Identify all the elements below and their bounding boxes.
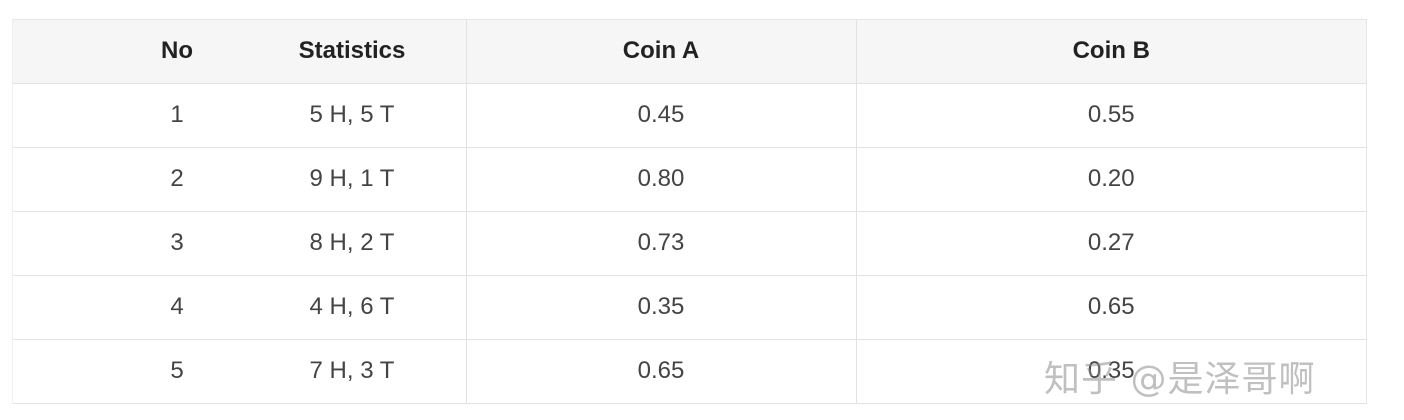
cell-statistics: 8 H, 2 T bbox=[309, 229, 395, 256]
header-coin-b: Coin B bbox=[855, 20, 1366, 84]
cell-no: 5 bbox=[170, 357, 184, 384]
cell-coin-a: 0.73 bbox=[465, 211, 856, 275]
cell-coin-a: 0.65 bbox=[465, 339, 856, 403]
cell-coin-b: 0.55 bbox=[855, 83, 1366, 147]
watermark-text: 知乎 @是泽哥啊 bbox=[1044, 359, 1316, 400]
cell-coin-b: 0.27 bbox=[855, 211, 1366, 275]
row-first-group: 3 8 H, 2 T bbox=[13, 211, 466, 275]
cell-statistics: 4 H, 6 T bbox=[309, 293, 395, 320]
cell-no: 2 bbox=[170, 165, 184, 192]
row-first-group: 5 7 H, 3 T bbox=[13, 339, 466, 403]
cell-statistics: 7 H, 3 T bbox=[309, 357, 395, 384]
header-no: No bbox=[161, 37, 193, 65]
cell-coin-b: 0.65 bbox=[855, 275, 1366, 339]
cell-no: 1 bbox=[170, 101, 184, 128]
cell-no: 3 bbox=[170, 229, 184, 256]
cell-coin-b: 0.35 bbox=[855, 339, 1366, 403]
table-row: 4 4 H, 6 T 0.35 0.65 bbox=[13, 275, 1366, 339]
table-row: 1 5 H, 5 T 0.45 0.55 bbox=[13, 83, 1366, 147]
coin-statistics-table: No Statistics Coin A Coin B 1 5 H, 5 T 0… bbox=[13, 20, 1366, 404]
table-row: 3 8 H, 2 T 0.73 0.27 bbox=[13, 211, 1366, 275]
row-first-group: 4 4 H, 6 T bbox=[13, 275, 466, 339]
row-first-group: 1 5 H, 5 T bbox=[13, 83, 466, 147]
cell-coin-a: 0.80 bbox=[465, 147, 856, 211]
cell-statistics: 9 H, 1 T bbox=[309, 165, 395, 192]
cell-coin-a: 0.35 bbox=[465, 275, 856, 339]
header-coin-a: Coin A bbox=[465, 20, 856, 84]
table-header-row: No Statistics Coin A Coin B bbox=[13, 20, 1366, 84]
header-first-group: No Statistics bbox=[13, 20, 466, 84]
header-statistics: Statistics bbox=[298, 37, 406, 65]
cell-no: 4 bbox=[170, 293, 184, 320]
table-row: 2 9 H, 1 T 0.80 0.20 bbox=[13, 147, 1366, 211]
row-first-group: 2 9 H, 1 T bbox=[13, 147, 466, 211]
cell-statistics: 5 H, 5 T bbox=[309, 101, 395, 128]
data-table-container: No Statistics Coin A Coin B 1 5 H, 5 T 0… bbox=[12, 19, 1367, 404]
cell-coin-b: 0.20 bbox=[855, 147, 1366, 211]
table-row: 5 7 H, 3 T 0.65 0.35 bbox=[13, 339, 1366, 403]
cell-coin-a: 0.45 bbox=[465, 83, 856, 147]
